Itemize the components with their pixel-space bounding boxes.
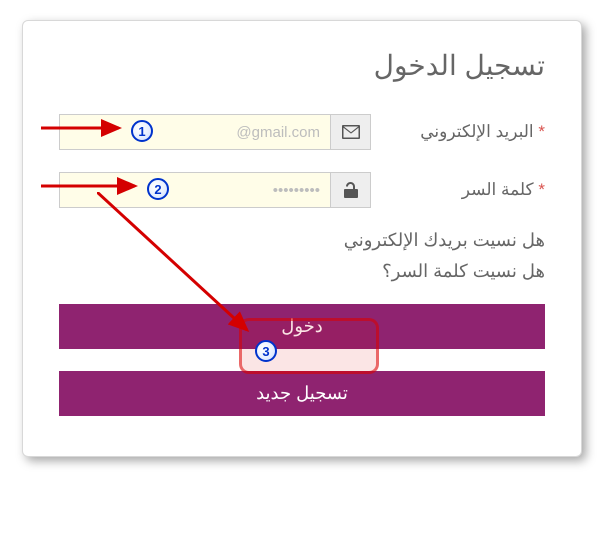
password-input-group <box>59 172 371 208</box>
login-button[interactable]: دخول <box>59 304 545 349</box>
email-input-group <box>59 114 371 150</box>
required-mark: * <box>538 180 545 199</box>
register-button[interactable]: تسجيل جديد <box>59 371 545 416</box>
email-label-wrap: * البريد الإلكتروني <box>385 122 545 142</box>
annotation-marker-1: 1 <box>131 120 153 142</box>
forgot-email-row: هل نسيت بريدك الإلكتروني <box>59 230 545 251</box>
unlock-icon <box>331 172 371 208</box>
password-label: كلمة السر <box>462 180 534 199</box>
required-mark: * <box>538 122 545 141</box>
forgot-email-link[interactable]: هل نسيت بريدك الإلكتروني <box>344 230 545 250</box>
login-card: تسجيل الدخول * البريد الإلكتروني 1 * كلم… <box>22 20 582 457</box>
forgot-password-row: هل نسيت كلمة السر؟ <box>59 261 545 282</box>
password-field[interactable] <box>59 172 331 208</box>
annotation-marker-2: 2 <box>147 178 169 200</box>
email-label: البريد الإلكتروني <box>420 122 533 141</box>
annotation-marker-3: 3 <box>255 340 277 362</box>
password-row: * كلمة السر 2 <box>59 172 545 208</box>
envelope-icon <box>331 114 371 150</box>
login-button-wrap: دخول 3 <box>59 304 545 349</box>
email-field[interactable] <box>59 114 331 150</box>
email-row: * البريد الإلكتروني 1 <box>59 114 545 150</box>
page-title: تسجيل الدخول <box>59 49 545 82</box>
password-label-wrap: * كلمة السر <box>385 180 545 200</box>
forgot-password-link[interactable]: هل نسيت كلمة السر؟ <box>382 261 545 281</box>
